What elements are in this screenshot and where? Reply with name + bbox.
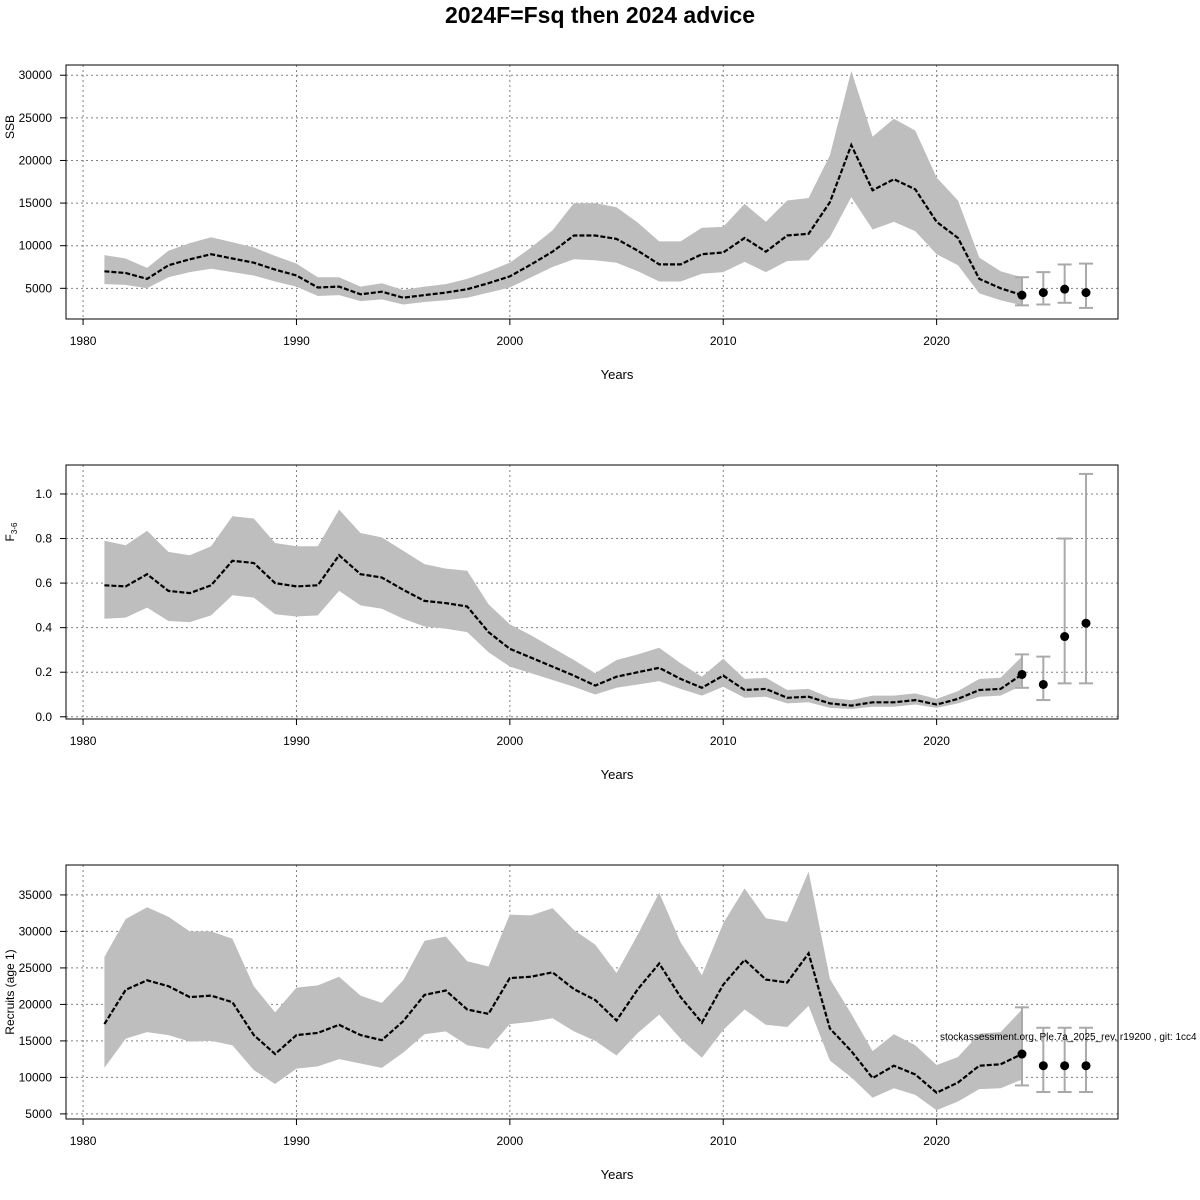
forecast-point [1038,1061,1048,1071]
forecast-point [1060,284,1070,294]
x-tick-label: 2010 [710,1134,737,1148]
forecast-point [1081,1061,1091,1071]
x-tick-label: 2020 [923,734,950,748]
x-tick-label: 2000 [496,734,523,748]
x-tick-label: 2000 [496,334,523,348]
forecast-2025 [1036,655,1051,702]
forecast-2027 [1078,1026,1093,1093]
forecast-point [1017,1049,1027,1059]
y-tick-label: 5000 [25,281,52,295]
x-tick-label: 1980 [70,1134,97,1148]
y-tick-label: 5000 [25,1107,52,1121]
y-axis-label: SSB [3,115,17,139]
x-tick-label: 2000 [496,1134,523,1148]
y-axis-label: F3-6 [3,522,19,541]
estimate-line [104,553,1023,707]
y-tick-label: 0.4 [35,621,52,635]
y-tick-label: 20000 [19,997,53,1011]
y-tick-label: 25000 [19,961,53,975]
y-tick-label: 30000 [19,68,53,82]
y-tick-label: 15000 [19,196,53,210]
forecast-2026 [1057,537,1072,685]
forecast-2025 [1036,1026,1051,1093]
confidence-band [104,71,1022,306]
panel-fbar: 1980 1990 2000 2010 2020 Years 0.0 0.2 0.4 0.6 0.8… [3,464,1119,782]
forecast-2024 [1014,653,1029,689]
forecast-2025 [1036,271,1051,306]
y-axis-label: Recruits (age 1) [3,949,17,1034]
panel-ssb: 1980 1990 2000 2010 2020 Years 5000 10000 15000 2… [3,64,1119,382]
chart-title: 2024F=Fsq then 2024 advice [444,2,756,28]
plot-frame [65,864,1119,1120]
x-tick-label: 1990 [283,334,310,348]
forecast-2027 [1078,262,1093,309]
forecast-point [1081,288,1091,298]
x-tick-label: 1990 [283,1134,310,1148]
y-tick-label: 0.0 [35,710,52,724]
forecast-2027 [1078,472,1093,685]
confidence-band [104,509,1022,709]
forecast-point [1060,1061,1070,1071]
y-tick-label: 20000 [19,153,53,167]
forecast-point [1060,632,1070,642]
forecast-2024 [1014,1006,1029,1087]
x-tick-label: 1980 [70,734,97,748]
x-tick-label: 1990 [283,734,310,748]
forecast-2026 [1057,263,1072,304]
y-tick-label: 0.6 [35,576,52,590]
x-axis-label: Years [601,1167,634,1182]
plot-frame [65,64,1119,320]
y-tick-label: 0.2 [35,665,52,679]
x-tick-label: 2010 [710,334,737,348]
forecast-point [1038,679,1048,689]
forecast-2026 [1057,1026,1072,1093]
y-tick-label: 0.8 [35,532,52,546]
y-tick-label: 10000 [19,239,53,253]
forecast-2024 [1014,276,1029,307]
x-axis-label: Years [601,767,634,782]
plot-frame [65,464,1119,720]
x-tick-label: 1980 [70,334,97,348]
x-tick-label: 2020 [923,1134,950,1148]
x-tick-label: 2010 [710,734,737,748]
y-tick-label: 1.0 [35,487,52,501]
forecast-point [1081,618,1091,628]
annotation: stockassessment.org, Ple.7a_2025_rev, r1… [940,1032,1197,1043]
y-tick-label: 30000 [19,924,53,938]
y-tick-label: 10000 [19,1070,53,1084]
x-tick-label: 2020 [923,334,950,348]
y-tick-label: 35000 [19,888,53,902]
y-tick-label: 25000 [19,111,53,125]
estimate-line [104,142,1023,299]
estimate-line [103,950,1023,1095]
y-axis-label-subscript: 3-6 [10,522,19,534]
forecast-point [1017,669,1027,679]
confidence-band [104,871,1022,1111]
x-axis-label: Years [601,367,634,382]
forecast-point [1017,290,1027,300]
panel-recruits: 1980 1990 2000 2010 2020 Years 5000 10000 15000 2… [3,864,1197,1182]
forecast-point [1038,288,1048,298]
y-tick-label: 15000 [19,1034,53,1048]
